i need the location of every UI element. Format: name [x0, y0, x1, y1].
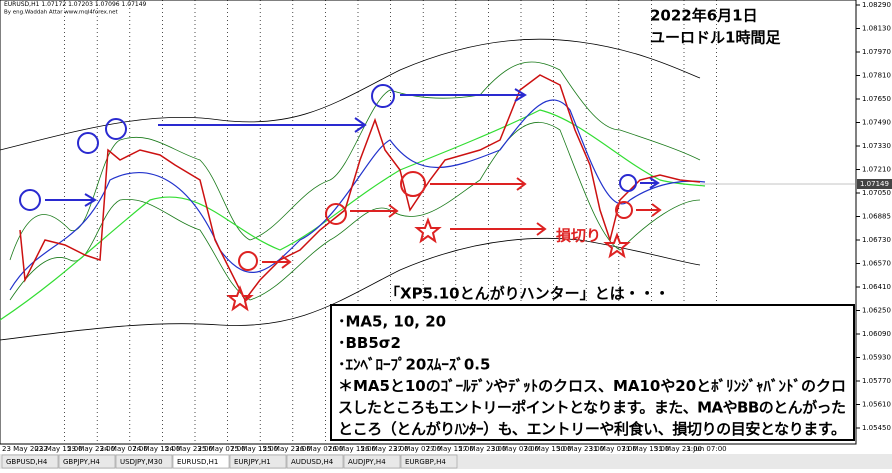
time-label: 1 Jun 07:00 [687, 445, 727, 453]
time-label: 27 May 15:00 [426, 445, 474, 453]
time-label: 25 May 15:00 [230, 445, 278, 453]
time-label: 25 May 07:00 [198, 445, 246, 453]
time-label: 26 May 07:00 [295, 445, 343, 453]
tab-label[interactable]: EURUSD,H1 [177, 458, 218, 466]
box-line: ＊MA5と10のｺﾞｰﾙﾃﾞﾝやﾃﾞｯﾄのクロス、MA10や20とﾎﾞﾘﾝｼﾞｬ… [338, 377, 846, 395]
blue-marks [19, 84, 660, 211]
tab-label[interactable]: GBPUSD,H4 [6, 458, 48, 466]
tab-label[interactable]: AUDUSD,H4 [291, 458, 334, 466]
tab[interactable] [343, 454, 401, 469]
price-label: 1.05450 [862, 424, 891, 432]
price-label: 1.08290 [862, 1, 891, 9]
price-label: 1.05610 [862, 401, 891, 409]
price-label: 1.07970 [862, 48, 891, 56]
tab-label[interactable]: GBPJPY,H4 [63, 458, 100, 466]
time-label: 31 May 07:00 [589, 445, 637, 453]
date-note: 2022年6月1日 [650, 7, 758, 25]
box-text: ･MA5, 10, 20 ･BB5σ2 ･ｴﾝﾍﾞﾛｰﾌﾟ20ｽﾑｰｽﾞ0.5 ＊MA… [338, 313, 846, 439]
price-label: 1.06410 [862, 283, 891, 291]
tab[interactable] [1, 454, 59, 469]
box-line: ところ（とんがりﾊﾝﾀｰ）も、エントリーや利食い、損切りの目安となります。 [338, 420, 846, 438]
time-label: 27 May 07:00 [393, 445, 441, 453]
tab[interactable] [115, 454, 173, 469]
price-label: 1.07330 [862, 142, 891, 150]
time-label: 26 May 23:00 [361, 445, 409, 453]
red-marks [226, 171, 662, 312]
time-label: 24 May 07:00 [100, 445, 148, 453]
price-path [19, 74, 701, 302]
price-label: 1.06570 [862, 260, 891, 268]
price-label: 1.07050 [862, 189, 891, 197]
price-label: 1.05770 [862, 377, 891, 385]
time-label: 23 May 15:00 [35, 445, 83, 453]
price-label: 1.08130 [862, 25, 891, 33]
price-label: 1.07490 [862, 119, 891, 127]
tab[interactable] [286, 454, 344, 469]
time-label: 27 May 23:00 [458, 445, 506, 453]
time-label: 31 May 15:00 [621, 445, 669, 453]
time-label: 31 May 23:00 [654, 445, 702, 453]
heading-note: 「XP5.10とんがりハンター」とは・・・ [385, 285, 670, 303]
tab[interactable] [229, 454, 287, 469]
price-label: 1.07210 [862, 166, 891, 174]
price-label: 1.05930 [862, 354, 891, 362]
tab[interactable] [400, 454, 458, 469]
time-label: 23 May 2022 [2, 445, 48, 453]
tab-label[interactable]: USDJPY,M30 [120, 458, 163, 466]
price-label: 1.06730 [862, 236, 891, 244]
box-line: ･MA5, 10, 20 [338, 313, 446, 331]
tab[interactable] [58, 454, 116, 469]
time-label: 30 May 15:00 [524, 445, 572, 453]
tab[interactable] [172, 454, 230, 469]
price-label: 1.06250 [862, 307, 891, 315]
header-info: EURUSD,H1 1.07172 1.07203 1.07096 1.0714… [4, 1, 147, 8]
envelope-lower [0, 237, 701, 341]
price-label: 1.06885 [862, 213, 891, 221]
credit: By eng.Waddah Attar www.mql4forex.net [4, 10, 119, 16]
time-label: 30 May 23:00 [556, 445, 604, 453]
time-label: 24 May 23:00 [165, 445, 213, 453]
time-label: 30 May 07:00 [491, 445, 539, 453]
bb-upper [9, 61, 701, 261]
box-line: ･BB5σ2 [338, 334, 401, 352]
time-label: 24 May 15:00 [132, 445, 180, 453]
tab-label[interactable]: EURGBP,H4 [405, 458, 446, 466]
current-price: 1.07149 [860, 180, 889, 188]
current-price-box [857, 179, 892, 189]
box-line: ･ｴﾝﾍﾞﾛｰﾌﾟ20ｽﾑｰｽﾞ0.5 [338, 356, 490, 374]
bb-lower [9, 121, 701, 301]
tab-label[interactable]: EURJPY,H1 [234, 458, 271, 466]
envelope-upper [0, 38, 701, 151]
timeframe-note: ユーロドル1時間足 [650, 29, 781, 47]
axes: 1.08290 1.08130 1.07970 1.07810 1.07650 1.074… [2, 1, 892, 453]
price-label: 1.07650 [862, 95, 891, 103]
ma-20 [0, 109, 706, 321]
tabs: GBPUSD,H4 GBPJPY,H4 USDJPY,M30 EURUSD,H1 EUR… [1, 454, 458, 469]
time-label: 23 May 23:00 [67, 445, 115, 453]
explanation-box [330, 304, 855, 441]
time-label: 25 May 23:00 [263, 445, 311, 453]
price-label: 1.06090 [862, 330, 891, 338]
stop-loss-note: 損切り [556, 227, 601, 245]
ma-10 [9, 99, 706, 291]
tab-label[interactable]: AUDJPY,H4 [348, 458, 386, 466]
time-label: 26 May 15:00 [328, 445, 376, 453]
box-line: スしたところもエントリーポイントとなります。また、MAやBBのとんがった [338, 399, 846, 417]
price-label: 1.07810 [862, 72, 891, 80]
